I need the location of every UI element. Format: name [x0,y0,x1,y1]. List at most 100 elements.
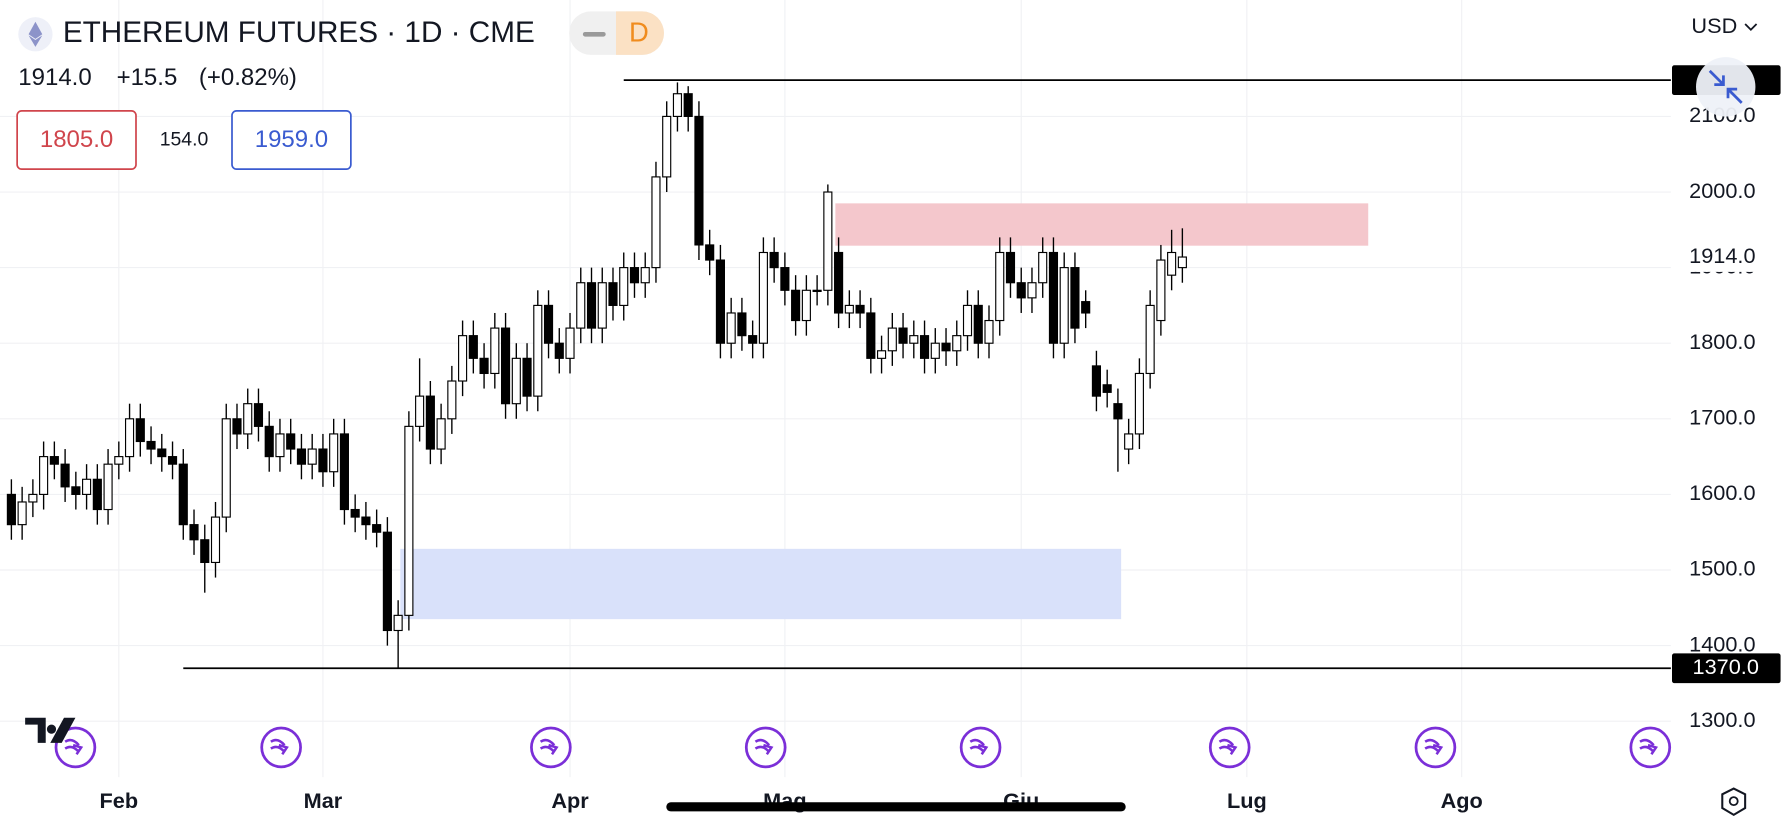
currency-bg [1680,6,1772,46]
last-price: 1914.0 [18,64,91,91]
candle-body [694,115,704,246]
candle-body [651,176,661,269]
candle-body [812,289,822,293]
candle-body [1102,384,1112,393]
x-tick-label: Feb [100,788,139,813]
eth-glyph [28,21,43,47]
candle-body [909,335,919,344]
candle-body [1145,304,1155,375]
event-arrow [64,738,84,755]
candle-body [930,342,940,359]
candle-body [887,327,897,352]
candle-body [511,357,521,405]
scrollbar[interactable] [666,802,1126,812]
event-arrow [1218,738,1238,755]
candle-body [533,304,543,397]
x-tick-label: Ago [1441,788,1483,813]
candle-body [275,433,285,458]
candle-body [855,304,865,314]
candle-body [952,335,962,352]
candle-body [490,327,500,375]
candle-body [1016,282,1026,299]
zone [835,203,1369,246]
candle-body [404,425,414,616]
candle-body [458,335,468,382]
candle-body [296,448,307,465]
candle-body [92,478,102,511]
candle-body [801,289,811,322]
spread: 154.0 [160,129,209,151]
candle-body [264,425,274,458]
candle-body [1113,403,1123,420]
y-tick-label: 2000.0 [1689,178,1755,203]
buy-button[interactable] [231,110,352,170]
candle-body [28,493,38,503]
candle-body [1048,251,1059,344]
candle-body [758,251,768,344]
candle-body [1177,256,1187,269]
candle-body [200,539,210,564]
candle-body [103,463,113,511]
candle-body [232,418,242,435]
candle-body [1070,267,1080,329]
candle-body [447,380,457,420]
candle-body [1124,433,1134,450]
change-pct: (+0.82%) [199,64,297,91]
title: ETHEREUM FUTURES · 1D · CME [63,16,535,49]
collapse-button[interactable] [1696,57,1756,117]
candle-body [919,335,930,359]
candle-body [39,456,49,495]
candle-body [17,501,27,526]
candle-body [49,456,59,465]
candle-body [157,448,167,458]
event-arrow [270,738,289,755]
candle-body [286,433,296,450]
sell-button[interactable] [16,110,137,170]
y-tick-label: 1500.0 [1689,556,1755,581]
bid: 1805.0 [40,126,113,153]
candle-body [1081,301,1091,314]
interval-badge [616,11,664,55]
candle-body [82,478,92,495]
candle-body [973,304,983,344]
candle-body [780,267,790,291]
candle-body [726,312,736,344]
candle-body [737,312,747,337]
candle-body [597,282,607,329]
candle-body [124,418,135,458]
candle-body [500,327,511,405]
candle-body [683,93,693,117]
y-tick-label: 1400.0 [1689,631,1755,656]
candle-body [307,448,317,465]
candle-body [189,524,199,541]
tv-logo [25,717,76,743]
settings-icon[interactable] [1721,787,1747,817]
candle-body [1156,259,1166,322]
y-tick-label: 1700.0 [1689,405,1755,430]
settings-dot [1728,796,1739,807]
currency[interactable]: USD [1691,13,1737,38]
candle-body [71,486,81,495]
candle-body [619,267,629,306]
event-arrow [754,738,774,755]
candle-body [210,516,221,564]
candle-body [629,267,640,284]
candle-body [468,335,478,359]
candle-body [898,327,908,344]
candle-body [1167,251,1177,276]
candle-body [114,456,124,465]
zone [400,548,1122,620]
candle-body [178,463,188,526]
candle-body [221,418,231,518]
candle-body [372,524,382,533]
event-arrow [969,738,989,755]
last-price-label: 1914.0 [1689,243,1755,268]
candle-body [705,244,715,261]
overlay: ETHEREUM FUTURES · 1D · CME D 1914.0 +15… [16,6,1772,817]
candle-body [253,403,264,427]
candle-body [995,251,1005,322]
candle-body [984,319,994,344]
change: +15.5 [117,64,178,91]
event-arrow [539,738,559,755]
